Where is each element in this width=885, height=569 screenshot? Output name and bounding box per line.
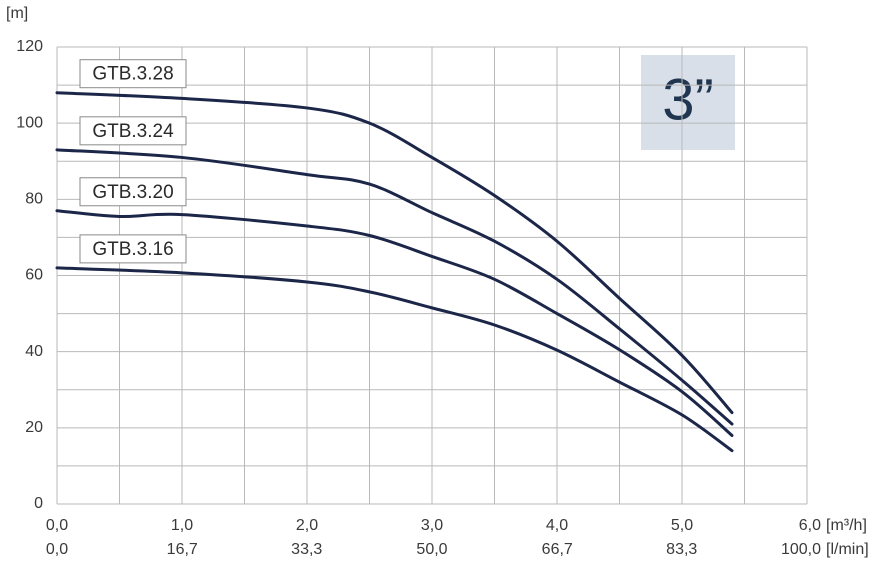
y-tick-label: 60 xyxy=(25,267,43,284)
x2-tick-label: 16,7 xyxy=(167,541,198,558)
y-tick-label: 20 xyxy=(25,419,43,436)
x-axis-label: [m³/h] xyxy=(826,517,867,534)
badge-box xyxy=(641,55,735,150)
x-tick-label: 0,0 xyxy=(46,517,68,534)
x2-tick-label: 0,0 xyxy=(46,541,68,558)
curve-label-box xyxy=(79,116,187,146)
x2-tick-label: 33,3 xyxy=(291,541,322,558)
y-tick-label: 100 xyxy=(16,114,43,131)
plot: 0 20 40 60 80 100 120 0,0 1,0 2,0 3,0 4,0 5,0 6,0 0,0 1… xyxy=(16,38,821,558)
x2-tick-label: 66,7 xyxy=(542,541,573,558)
y-tick-label: 40 xyxy=(25,343,43,360)
curve-label: GTB.3.24 xyxy=(92,121,174,142)
x2-tick-label: 100,0 xyxy=(781,541,821,558)
x-tick-label: 2,0 xyxy=(296,517,318,534)
x-tick-label: 3,0 xyxy=(421,517,443,534)
curve-label: GTB.3.20 xyxy=(92,182,173,203)
curve-label: GTB.3.28 xyxy=(92,64,173,85)
x-tick-label: 1,0 xyxy=(171,517,193,534)
x-tick-label: 6,0 xyxy=(799,517,821,534)
x2-tick-label: 50,0 xyxy=(416,541,447,558)
y-axis-label: [m] xyxy=(6,5,28,22)
y-tick-label: 0 xyxy=(34,495,43,512)
curve-label-box xyxy=(79,59,187,89)
x-tick-label: 5,0 xyxy=(671,517,693,534)
curve xyxy=(55,266,734,453)
curve xyxy=(55,148,734,426)
curve xyxy=(55,209,734,437)
x2-axis-label: [l/min] xyxy=(826,541,869,558)
x-tick-label: 4,0 xyxy=(546,517,568,534)
curve xyxy=(55,91,734,415)
curve-label: GTB.3.16 xyxy=(92,239,173,260)
x2-tick-label: 83,3 xyxy=(666,541,697,558)
badge: 3” xyxy=(662,67,714,132)
y-tick-label: 80 xyxy=(25,191,43,208)
curve-label-box xyxy=(79,177,187,207)
y-tick-label: 120 xyxy=(16,38,43,55)
curve-label-box xyxy=(79,234,187,264)
